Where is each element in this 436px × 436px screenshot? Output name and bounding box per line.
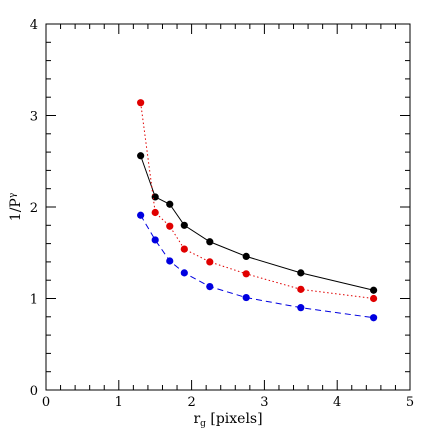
x-tick-label: 2 xyxy=(187,395,195,410)
y-tick-label: 0 xyxy=(30,384,38,399)
data-point xyxy=(166,222,174,230)
data-point xyxy=(297,285,305,293)
data-point xyxy=(206,238,214,246)
data-point xyxy=(370,286,378,294)
axis-ticks xyxy=(45,23,411,391)
data-point xyxy=(297,304,305,312)
data-point xyxy=(166,257,174,265)
series-1 xyxy=(137,152,378,294)
x-tick-label: 4 xyxy=(333,395,341,410)
x-tick-label: 1 xyxy=(115,395,123,410)
series-3 xyxy=(137,211,378,322)
data-point xyxy=(137,99,145,107)
series-2 xyxy=(137,99,378,303)
data-point xyxy=(180,245,188,253)
data-point xyxy=(166,200,174,208)
y-tick-label: 2 xyxy=(30,201,38,216)
data-point xyxy=(242,293,250,302)
data-point xyxy=(180,269,188,277)
x-axis-title: rg [pixels] xyxy=(193,411,262,429)
y-axis-title: 1/Pγ xyxy=(8,193,24,221)
data-point xyxy=(297,269,305,277)
series-layer xyxy=(137,99,378,322)
data-point xyxy=(370,314,378,322)
series-line xyxy=(140,155,374,291)
data-point xyxy=(137,152,145,160)
plot-frame xyxy=(45,23,411,391)
y-tick-label: 3 xyxy=(30,110,38,125)
data-point xyxy=(151,236,159,244)
data-point xyxy=(206,283,214,291)
data-point xyxy=(242,270,250,278)
series-line xyxy=(140,102,374,299)
data-point xyxy=(137,211,145,219)
data-point xyxy=(180,221,188,229)
y-tick-label: 1 xyxy=(30,293,38,308)
y-tick-label: 4 xyxy=(30,18,38,33)
x-tick-label: 0 xyxy=(42,395,50,410)
series-line xyxy=(140,214,374,319)
x-tick-label: 3 xyxy=(260,395,268,410)
tick-labels: 0 1 2 3 4 5 0 1 2 3 4 xyxy=(30,18,414,410)
data-point xyxy=(370,294,378,303)
data-point xyxy=(206,258,214,266)
data-point xyxy=(151,208,159,217)
data-point xyxy=(242,252,250,261)
x-tick-label: 5 xyxy=(406,395,414,410)
